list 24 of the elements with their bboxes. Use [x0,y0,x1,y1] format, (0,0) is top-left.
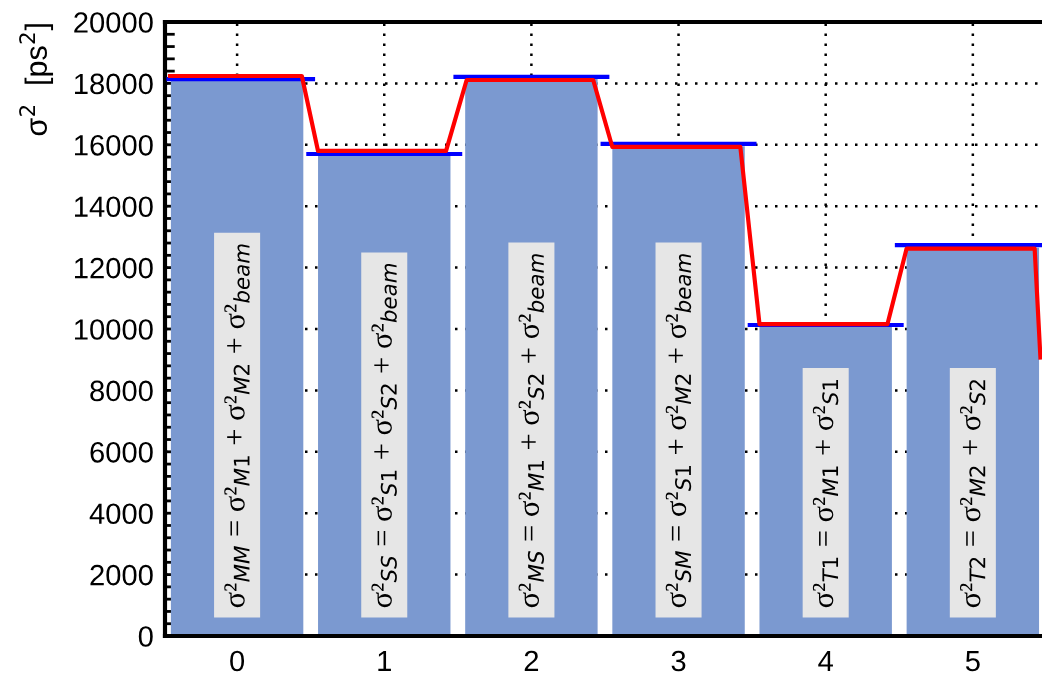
annotation: σ²$_{T1}$ = σ²$_{M1}$ + σ²$_{S1}$ [812,379,839,608]
annotation: σ²$_{MS}$ = σ²$_{M1}$ + σ²$_{S2}$ + σ²$_{beam}$ [518,254,545,608]
y-tick-label: 18000 [75,73,153,95]
y-tick-label: 4000 [89,503,153,525]
annotation: σ²$_{SS}$ = σ²$_{S1}$ + σ²$_{S2}$ + σ²$_{beam}$ [371,263,397,608]
y-axis-title: σ$^{2}$ [ps$^{2}$] [19,24,54,136]
y-tick-label: 12000 [75,257,153,279]
y-tick-label: 2000 [90,564,153,586]
x-tick-label: 4 [818,650,833,672]
x-tick-label: 1 [378,650,391,672]
y-tick-label: 8000 [90,380,153,402]
y-tick-label: 14000 [75,196,153,218]
annotation: σ²$_{MM}$ = σ²$_{M1}$ + σ²$_{M2}$ + σ²$_{beam}$ [224,244,250,608]
x-tick-label: 0 [230,650,245,672]
x-tick-label: 5 [965,650,980,672]
annotation: σ²$_{T2}$ = σ²$_{M2}$ + σ²$_{S2}$ [960,380,986,608]
y-tick-label: 20000 [74,12,153,33]
y-tick-label: 0 [138,626,153,647]
y-tick-label: 16000 [75,135,153,156]
x-tick-label: 2 [524,650,539,672]
y-tick-label: 10000 [75,319,153,340]
y-tick-label: 6000 [90,442,153,463]
x-tick-label: 3 [671,650,686,672]
annotation: σ²$_{SM}$ = σ²$_{S1}$ + σ²$_{M2}$ + σ²$_{beam}$ [665,254,692,608]
